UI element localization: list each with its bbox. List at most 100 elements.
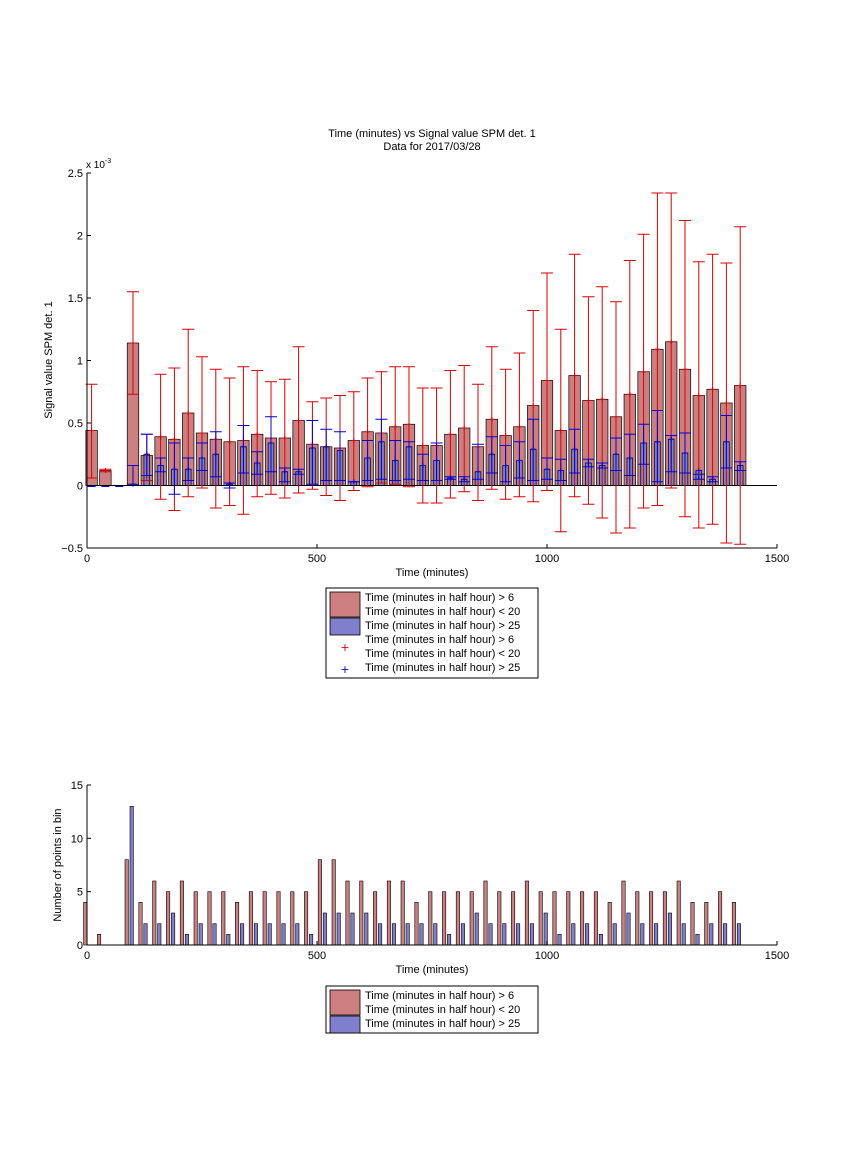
count-red-bar (676, 880, 681, 946)
legend-top: Time (minutes in half hour) > 6 Time (mi… (325, 587, 539, 679)
legend-swatch-blue (329, 617, 361, 636)
count-blue-bar (447, 934, 452, 946)
count-red-bar (662, 891, 667, 946)
y-tick-label: 2 (77, 231, 83, 243)
count-blue-bar (364, 912, 369, 946)
count-blue-bar (598, 934, 603, 946)
legend-swatch-red (329, 989, 361, 1016)
count-blue-bar (143, 923, 148, 946)
count-blue-bar (488, 923, 493, 946)
count-blue-bar (240, 923, 245, 946)
count-red-bar (704, 902, 709, 946)
count-blue-bar (571, 923, 576, 946)
count-red-bar (621, 880, 626, 946)
count-red-bar (607, 902, 612, 946)
count-red-bar (511, 891, 516, 946)
count-blue-bar (322, 912, 327, 946)
count-blue-bar (253, 923, 258, 946)
count-blue-bar (516, 923, 521, 946)
count-red-bar (138, 902, 143, 946)
x-tick-label: 500 (308, 553, 326, 565)
count-blue-bar (171, 912, 176, 946)
y-tick-label: 0 (77, 940, 83, 952)
count-blue-bar (585, 923, 590, 946)
count-blue-bar (405, 923, 410, 946)
legend-marker-red: + (340, 641, 349, 654)
count-red-bar (400, 880, 405, 946)
count-blue-bar (212, 923, 217, 946)
legend-entry: Time (minutes in half hour) > 25 (365, 620, 520, 632)
y-tick-label: 2.5 (68, 168, 83, 180)
y-tick-label: −0.5 (61, 543, 83, 555)
count-blue-bar (281, 923, 286, 946)
count-red-bar (649, 891, 654, 946)
count-blue-bar (350, 912, 355, 946)
count-red-bar (414, 902, 419, 946)
legend-bottom: Time (minutes in half hour) > 6 Time (mi… (325, 985, 539, 1034)
count-red-bar (83, 902, 88, 946)
count-red-bar (635, 891, 640, 946)
count-blue-bar (626, 912, 631, 946)
x-axis-label: Time (minutes) (396, 964, 469, 976)
count-red-bar (179, 880, 184, 946)
x-tick-label: 1500 (765, 553, 789, 565)
chart-subtitle: Data for 2017/03/28 (383, 141, 480, 153)
count-blue-bar (709, 923, 714, 946)
count-red-bar (483, 880, 488, 946)
y-tick-label: 0 (77, 481, 83, 493)
x-tick-label: 500 (308, 950, 326, 962)
legend-swatch-red (329, 591, 361, 618)
count-blue-bar (460, 923, 465, 946)
count-red-bar (166, 891, 171, 946)
legend-entry: Time (minutes in half hour) > 25 (365, 1018, 520, 1030)
count-red-bar (718, 891, 723, 946)
count-blue-bar (723, 923, 728, 946)
count-red-bar (469, 891, 474, 946)
count-red-bar (235, 902, 240, 946)
legend-box (325, 985, 539, 1034)
legend-swatch-blue (329, 1015, 361, 1034)
count-blue-bar (543, 912, 548, 946)
y-axis-label: Number of points in bin (52, 808, 64, 921)
legend-entry: Time (minutes in half hour) > 25 (365, 662, 520, 674)
count-blue-bar (226, 934, 231, 946)
signal-plot-area: 0 500 1000 1500−0.500.511.522.5 (61, 168, 789, 565)
legend-entry: Time (minutes in half hour) > 6 (365, 592, 514, 604)
count-red-bar (262, 891, 267, 946)
chart-title: Time (minutes) vs Signal value SPM det. … (328, 128, 535, 140)
count-blue-bar (184, 934, 189, 946)
y-tick-label: 0.5 (68, 418, 83, 430)
x-tick-label: 0 (84, 553, 90, 565)
count-red-bar (580, 891, 585, 946)
count-blue-bar (640, 923, 645, 946)
count-red-bar (345, 880, 350, 946)
signal-chart: Time (minutes) vs Signal value SPM det. … (43, 128, 789, 579)
count-blue-bar (529, 923, 534, 946)
count-red-bar (593, 891, 598, 946)
count-red-bar (428, 891, 433, 946)
count-red-bar (152, 880, 157, 946)
x-tick-label: 1000 (535, 553, 559, 565)
y-exponent-label: x 10-3 (86, 158, 111, 171)
count-red-bar (193, 891, 198, 946)
count-red-bar (248, 891, 253, 946)
count-blue-bar (129, 806, 134, 946)
y-tick-label: 1 (77, 356, 83, 368)
y-tick-label: 10 (71, 833, 83, 845)
count-red-bar (552, 891, 557, 946)
count-red-bar (386, 880, 391, 946)
count-blue-bar (309, 934, 314, 946)
count-red-bar (455, 891, 460, 946)
count-red-bar (359, 880, 364, 946)
count-blue-bar (612, 923, 617, 946)
count-red-bar (442, 891, 447, 946)
count-red-bar (566, 891, 571, 946)
count-red-bar (317, 859, 322, 946)
legend-entry: Time (minutes in half hour) > 6 (365, 634, 514, 646)
legend-entry: Time (minutes in half hour) < 20 (365, 1004, 520, 1016)
y-tick-label: 1.5 (68, 293, 83, 305)
count-red-bar (221, 891, 226, 946)
y-tick-label: 15 (71, 780, 83, 792)
count-blue-bar (391, 923, 396, 946)
